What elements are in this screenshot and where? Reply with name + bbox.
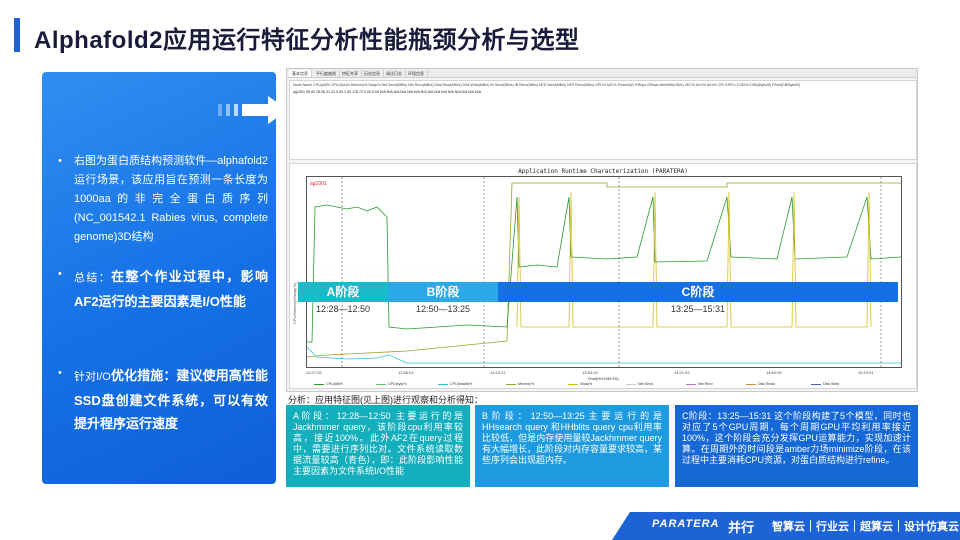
chart-title: Application Runtime Characterization (PA…	[518, 168, 688, 175]
legend-item: Disk Write	[811, 382, 839, 386]
optimization-prefix: 针对I/O	[74, 371, 111, 383]
x-tick: 15:19:01	[858, 370, 874, 375]
phase-c-analysis: C阶段：13:25—15:31 这个阶段构建了5个模型，同时也对应了5个GPU周…	[675, 405, 918, 487]
phase-b-time: 12:50—13:25	[415, 304, 471, 314]
chart-legend: CPU(all)% CPU(sys)% CPU(iowait)% Memory%…	[306, 382, 902, 388]
bullet-dot: •	[58, 367, 62, 379]
legend-item: Memory%	[506, 382, 534, 386]
phase-a-analysis: A阶段：12:28—12:50 主要运行的是Jackhmmer query，该阶…	[286, 405, 470, 487]
bullet-dot: •	[58, 268, 62, 280]
legend-item: Disk Read	[746, 382, 775, 386]
analysis-label: 分析：应用特征图(见上图)进行观察和分析得知：	[288, 395, 483, 405]
metrics-table-row: ag1001 95.90 28.06 41.23 0.00 1.50 178.7…	[293, 90, 481, 94]
x-tick: 14:21:49	[674, 370, 690, 375]
paratera-logo: PARATERA	[652, 518, 720, 530]
chart-plot: ag1001	[306, 176, 907, 368]
footer-slogan: 智算云｜行业云｜超算云｜设计仿真云	[772, 521, 959, 533]
phase-b-analysis: B阶段：12:50—13:25主要运行的是HHsearch query 和HHb…	[475, 405, 669, 487]
monitor-screenshot: 基本信息 平行度曲线 特征共享 历史信息 调试日志 环境信息 Node Name…	[286, 68, 918, 392]
x-tick: 12:27:26	[306, 370, 322, 375]
tab-feature[interactable]: 特征共享	[339, 70, 362, 77]
bullet-dot: •	[58, 155, 62, 167]
x-tick: 14:50:25	[766, 370, 782, 375]
monitor-tab-bar: 基本信息 平行度曲线 特征共享 历史信息 调试日志 环境信息	[287, 69, 917, 78]
chart-lines: ag1001	[306, 177, 907, 367]
legend-item: CPU(iowait)%	[438, 382, 472, 386]
tab-history[interactable]: 历史信息	[361, 70, 384, 77]
phase-c-bar: C阶段	[498, 282, 898, 302]
phase-c-time: 13:25—15:31	[670, 304, 726, 314]
tab-parallel[interactable]: 平行度曲线	[313, 70, 340, 77]
phase-b-bar: B阶段	[388, 282, 498, 302]
runtime-chart: Application Runtime Characterization (PA…	[289, 163, 917, 389]
title-accent-bar	[14, 18, 20, 52]
series-label: ag1001	[310, 181, 327, 187]
legend-item: CPU(sys)%	[376, 382, 407, 386]
legend-item: Net Recv	[686, 382, 713, 386]
legend-item: CPU(all)%	[314, 382, 343, 386]
paratera-logo-cn: 并行	[728, 520, 755, 535]
arrow-right-icon	[218, 96, 288, 124]
bullet-summary: • 总结：在整个作业过程中，影响AF2运行的主要因素是I/O性能	[58, 265, 268, 313]
x-tick: 13:53:13	[582, 370, 598, 375]
phase-a-bar: A阶段	[298, 282, 388, 302]
tab-env[interactable]: 环境信息	[405, 70, 428, 77]
legend-item: Swap%	[568, 382, 592, 386]
tab-basic[interactable]: 基本信息	[289, 70, 312, 77]
tab-debug[interactable]: 调试日志	[383, 70, 406, 77]
x-tick: 13:24:37	[490, 370, 506, 375]
page-title: Alphafold2应用运行特征分析性能瓶颈分析与选型	[34, 27, 580, 54]
summary-prefix: 总结：	[74, 272, 112, 284]
phase-a-time: 12:28—12:50	[315, 304, 371, 314]
x-tick: 12:56:01	[398, 370, 414, 375]
bullet-text: 右图为蛋白质结构预测软件—alphafold2运行场景，该应用旨在预测一条长度为…	[74, 155, 268, 243]
bullet-optimization: • 针对I/O优化措施：建议使用高性能SSD盘创建文件系统，可以有效提升程序运行…	[58, 364, 268, 435]
bullet-description: • 右图为蛋白质结构预测软件—alphafold2运行场景，该应用旨在预测一条长…	[58, 152, 268, 247]
optimization-text: 优化措施：建议使用高性能SSD盘创建文件系统，可以有效提升程序运行速度	[74, 368, 268, 431]
x-axis-label: Time(HH:MM:SS)	[587, 376, 619, 381]
legend-item: Net Send	[626, 382, 653, 386]
footer: PARATERA 并行 智算云｜行业云｜超算云｜设计仿真云	[0, 512, 960, 540]
metrics-table-header: Node Name CPU(all)% CPU(Sys)% Memory% Sw…	[293, 83, 801, 87]
y-axis-label: CPU/Memory/Swap(%)	[292, 282, 297, 324]
metrics-table: Node Name CPU(all)% CPU(Sys)% Memory% Sw…	[289, 80, 917, 160]
summary-panel: • 右图为蛋白质结构预测软件—alphafold2运行场景，该应用旨在预测一条长…	[42, 72, 288, 484]
footer-band	[612, 512, 960, 540]
summary-text: 在整个作业过程中，影响AF2运行的主要因素是I/O性能	[74, 269, 268, 309]
